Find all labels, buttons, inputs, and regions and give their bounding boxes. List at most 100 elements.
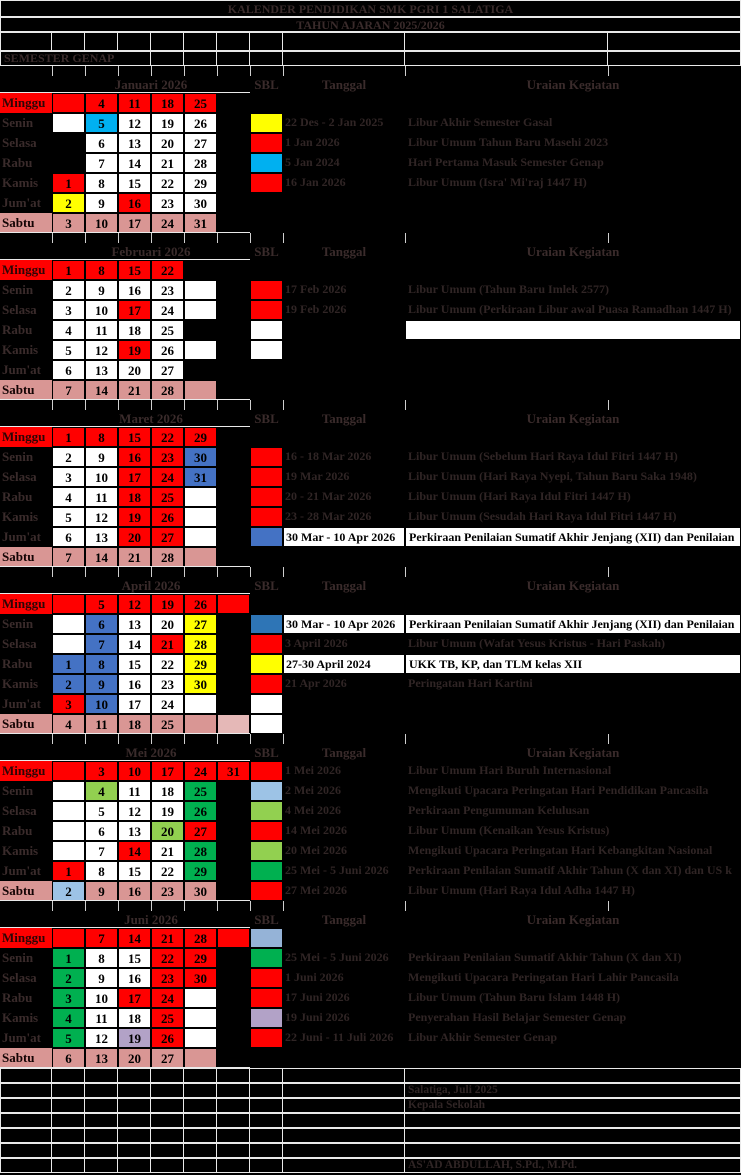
grid-tick	[283, 233, 284, 243]
grid-tick	[85, 66, 86, 76]
day-cell: 25	[151, 320, 184, 340]
day-cell: 12	[85, 340, 118, 360]
day-cell: 20	[118, 1048, 151, 1068]
day-cell: 13	[118, 614, 151, 634]
footer-cell	[0, 1158, 52, 1173]
day-cell: 1	[52, 427, 85, 447]
day-cell: 7	[85, 634, 118, 654]
legend-description	[405, 260, 741, 280]
day-cell: 21	[118, 547, 151, 567]
day-cell: 31	[184, 467, 217, 487]
legend-color-box	[250, 694, 283, 714]
legend-description: Perkiraan Penilaian Sumatif Akhir Tahun …	[408, 863, 732, 877]
legend-date: 17 Juni 2026	[285, 990, 350, 1004]
day-cell: 17	[118, 300, 151, 320]
day-cell: 25	[151, 1008, 184, 1028]
day-cell: 23	[151, 280, 184, 300]
grid-tick	[217, 901, 218, 911]
grid-tick	[250, 734, 251, 744]
calendar-row: Minggu 1 8 15 22 29	[0, 427, 741, 447]
grid-tick	[405, 901, 406, 911]
day-cell	[184, 380, 217, 400]
day-cell: 17	[151, 761, 184, 781]
footer-cell	[184, 1113, 217, 1128]
day-cell: 23	[151, 674, 184, 694]
day-cell: 3	[52, 988, 85, 1008]
day-cell-empty	[217, 213, 250, 233]
column-header-sbl: SBL	[254, 578, 279, 593]
legend-date: 14 Mei 2026	[285, 823, 347, 837]
day-cell: 22	[151, 173, 184, 193]
legend-color-box	[250, 714, 283, 734]
legend-color-box	[250, 213, 283, 233]
semester-cell	[608, 51, 741, 66]
day-label: Rabu	[2, 489, 33, 504]
day-cell	[184, 547, 217, 567]
legend-date	[283, 360, 405, 380]
calendar-row: Selasa 5 12 19 26 4 Mei 2026 Perkiraan Pengumu…	[0, 801, 741, 821]
legend-description: Peringatan Hari Kartini	[408, 676, 533, 690]
grid-tick	[405, 567, 406, 577]
footer-cell	[217, 1098, 250, 1113]
legend-description: Libur Umum (Isra' Mi'raj 1447 H)	[408, 175, 587, 189]
day-cell: 8	[85, 260, 118, 280]
day-cell: 30	[184, 968, 217, 988]
legend-color-box	[250, 447, 283, 467]
day-label: Sabtu	[0, 714, 52, 734]
grid-tick	[184, 66, 185, 76]
day-label: Selasa	[2, 135, 37, 150]
day-cell: 18	[151, 781, 184, 801]
legend-description: Libur Umum (Tahun Baru Islam 1448 H)	[408, 990, 621, 1004]
day-label: Senin	[2, 115, 34, 130]
day-cell: 7	[85, 153, 118, 173]
day-cell: 12	[85, 1028, 118, 1048]
day-cell: 26	[184, 594, 217, 614]
grid-tick	[608, 567, 609, 577]
legend-color-box	[250, 320, 283, 340]
day-cell-empty	[217, 694, 250, 714]
footer-cell	[184, 1128, 217, 1143]
day-cell: 9	[85, 447, 118, 467]
legend-color-box	[250, 594, 283, 614]
legend-date: 20 - 21 Mar 2026	[285, 489, 372, 503]
page-subtitle: TAHUN AJARAN 2025/2026	[296, 18, 445, 32]
day-cell: 28	[184, 634, 217, 654]
day-cell-empty	[217, 173, 250, 193]
day-cell: 24	[151, 213, 184, 233]
footer-cell	[118, 1068, 151, 1083]
legend-description: Perkiraan Penilaian Sumatif Akhir Tahun …	[408, 950, 682, 964]
legend-color-box	[250, 360, 283, 380]
day-cell	[217, 594, 250, 614]
day-label: Sabtu	[0, 881, 52, 901]
calendar-row: Jum'at 6 13 20 27 30 Mar - 10 Apr 2026 Perkira…	[0, 527, 741, 547]
month-block: Juni 2026 SBL Tanggal Uraian Kegiatan Minggu…	[0, 901, 741, 1068]
grid-tick	[608, 400, 609, 410]
day-cell-empty	[217, 133, 250, 153]
grid-tick	[151, 734, 152, 744]
column-header-tanggal: Tanggal	[321, 411, 367, 426]
grid-tick	[85, 901, 86, 911]
footer-cell	[283, 1083, 405, 1098]
day-cell: 13	[85, 1048, 118, 1068]
legend-description: UKK TB, KP, dan TLM kelas XII	[405, 654, 741, 674]
grid-tick	[118, 66, 119, 76]
day-cell: 22	[151, 948, 184, 968]
calendar-row: Selasa 3 10 17 24 31 19 Mar 2026 Libur Umum (Ha…	[0, 467, 741, 487]
day-cell: 25	[184, 781, 217, 801]
footer-cell	[151, 1158, 184, 1173]
legend-date: 4 Mei 2026	[285, 803, 341, 817]
day-cell: 30	[184, 674, 217, 694]
grid-tick	[184, 567, 185, 577]
day-cell: 12	[118, 594, 151, 614]
column-ticks	[0, 567, 741, 577]
legend-color-box	[250, 193, 283, 213]
legend-date	[283, 260, 405, 280]
day-cell: 17	[118, 213, 151, 233]
footer-cell	[250, 1113, 283, 1128]
calendar-row: Jum'at 2 9 16 23 30	[0, 193, 741, 213]
legend-description: Libur Umum (Hari Raya Nyepi, Tahun Baru …	[408, 469, 697, 483]
legend-color-box	[250, 300, 283, 320]
day-cell: 10	[85, 694, 118, 714]
footer-cell	[283, 1098, 405, 1113]
legend-description	[405, 427, 741, 447]
